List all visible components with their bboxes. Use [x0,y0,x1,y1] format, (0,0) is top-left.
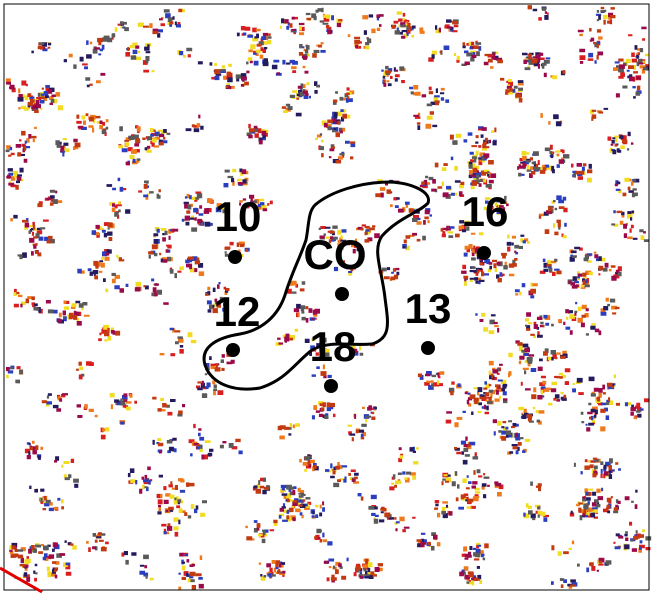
page: 1016CO121318 (() => { const data = JSON.… [0,0,654,596]
source-label: 13 [405,285,452,332]
source-label: 10 [215,193,262,240]
sky-map: 10 16 CO 12 13 18 [0,0,654,596]
source-label: 16 [462,188,509,235]
source-label: CO [304,231,367,278]
source-label: 12 [214,288,261,335]
source-dot [226,343,240,357]
source-dot [421,341,435,355]
source-label: 18 [310,323,357,370]
source-dot [335,287,349,301]
source-dot [477,246,491,260]
source-dot [228,250,242,264]
source-dot [324,379,338,393]
background [0,0,654,596]
